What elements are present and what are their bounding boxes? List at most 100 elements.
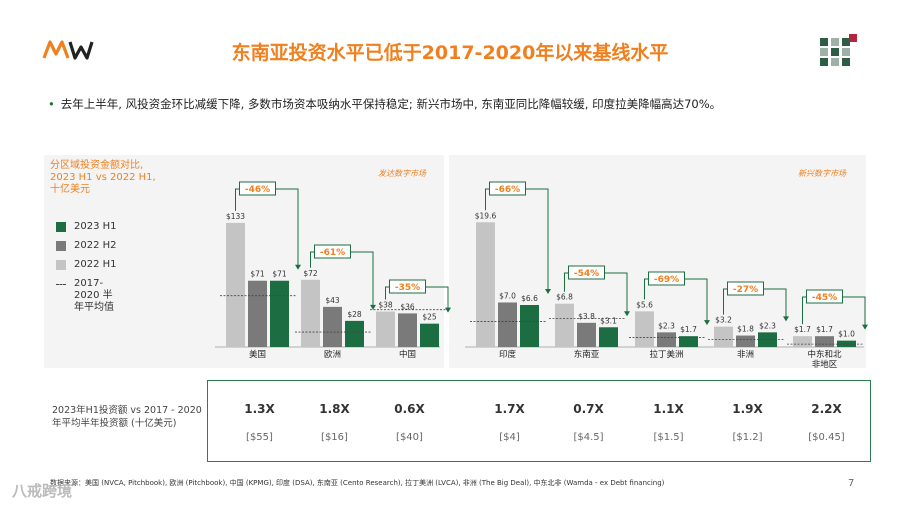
ratio-value: 0.6X [394, 402, 425, 416]
ratio-value: 1.1X [653, 402, 684, 416]
legend-label: 2022 H2 [74, 240, 117, 251]
bar-value-label: $7.0 [499, 291, 516, 300]
change-badge [239, 181, 276, 196]
ratio-value: 1.8X [319, 402, 350, 416]
legend-swatch [56, 259, 66, 270]
bar-value-label: $2.3 [759, 321, 776, 330]
bar-2023 H1 [679, 336, 698, 347]
category-label-line: 非地区 [812, 359, 838, 370]
bar-value-label: $71 [250, 270, 265, 279]
ratio-value: 1.3X [244, 402, 275, 416]
bar-value-label: $6.8 [556, 293, 573, 302]
bar-value-label: $43 [325, 296, 340, 305]
bar-2022 H1 [714, 326, 733, 347]
category-label: 欧洲 [324, 349, 341, 360]
average-value: [$1.5] [653, 432, 684, 443]
bar-2023 H1 [599, 327, 618, 347]
average-value: [$40] [396, 432, 423, 443]
source-note: 数据来源：美国 (NVCA, Pitchbook), 欧洲 (Pitchbook… [50, 479, 665, 487]
ratio-table-box [207, 380, 871, 462]
bar-value-label: $3.8 [578, 312, 595, 321]
change-label: -45% [812, 293, 837, 303]
chart: $133 $71 $71 美国 -46% $72 $43 $28 欧洲 -61% $38 $36 $25… [215, 181, 868, 370]
category-label: 东南亚 [574, 349, 600, 360]
change-badge [389, 279, 426, 294]
legend-label: 2017-2020 半年平均值 [74, 278, 114, 313]
change-arrow-head [545, 289, 551, 294]
ratio-value: 1.9X [732, 402, 763, 416]
change-badge [314, 244, 351, 259]
ratio-value: 0.7X [573, 402, 604, 416]
change-badge [568, 265, 605, 280]
bar-value-label: $133 [226, 212, 245, 221]
bar-2022 H1 [635, 311, 654, 347]
change-label: -54% [574, 269, 599, 279]
bullet-icon: • [48, 97, 55, 111]
bar-2023 H1 [420, 323, 439, 347]
bar-2022 H1 [793, 336, 812, 347]
page-number: 7 [848, 478, 855, 489]
bar-2022 H1 [226, 222, 245, 347]
bar-value-label: $19.6 [475, 211, 497, 220]
change-label: -46% [245, 185, 270, 195]
legend-label: 2022 H1 [74, 259, 117, 270]
change-label: -35% [395, 283, 420, 293]
average-value: [$16] [321, 432, 348, 443]
average-value: [$0.45] [808, 432, 845, 443]
watermark: 八戒跨境 [12, 482, 73, 500]
legend-dash [56, 284, 66, 285]
bar-value-label: $28 [347, 310, 362, 319]
category-label: 印度 [499, 349, 517, 360]
bar-2022 H2 [577, 322, 596, 347]
legend-item: 2022 H2 [56, 240, 117, 251]
bar-2022 H1 [376, 311, 395, 347]
change-badge [806, 289, 843, 304]
change-label: -69% [654, 275, 679, 285]
bar-2022 H2 [323, 306, 342, 347]
bar-value-label: $71 [272, 270, 287, 279]
bar-value-label: $1.8 [737, 325, 754, 334]
ratio-table-label: 2023年H1投资额 vs 2017 - 2020年平均半年投资额 (十亿美元) [52, 405, 202, 429]
bar-2023 H1 [345, 320, 364, 347]
bar-value-label: $38 [378, 301, 393, 310]
bar-2022 H2 [736, 335, 755, 347]
bar-2023 H1 [520, 305, 539, 347]
bar-value-label: $1.0 [838, 330, 855, 339]
change-badge [489, 181, 526, 196]
bar-2022 H2 [815, 336, 834, 347]
legend-item: 2023 H1 [56, 221, 117, 232]
change-label: -27% [733, 285, 758, 295]
bar-2022 H2 [398, 313, 417, 347]
change-label: -61% [320, 248, 345, 258]
change-arrow-head [624, 311, 630, 317]
bar-value-label: $1.7 [680, 325, 697, 334]
legend-swatch [56, 221, 66, 232]
summary-text: 去年上半年, 风投资金环比减缓下降, 多数市场资本吸纳水平保持稳定; 新兴市场中… [60, 97, 722, 111]
average-value: [$4.5] [573, 432, 604, 443]
bar-value-label: $1.7 [794, 325, 811, 334]
bar-value-label: $36 [400, 302, 415, 311]
page-title: 东南亚投资水平已低于2017-2020年以来基线水平 [231, 42, 669, 64]
bar-2022 H1 [301, 279, 320, 347]
bar-value-label: $1.7 [816, 325, 833, 334]
bar-2022 H2 [248, 280, 267, 347]
bar-2022 H1 [476, 222, 495, 347]
change-badge [648, 271, 685, 286]
legend-item: 2022 H1 [56, 259, 117, 270]
category-label-line: 中东和北 [807, 349, 842, 360]
average-value: [$4] [499, 432, 520, 443]
change-arrow-head [704, 320, 710, 326]
legend-item: 2017-2020 半年平均值 [56, 278, 122, 314]
bar-2023 H1 [270, 280, 289, 347]
bar-value-label: $3.1 [600, 316, 617, 325]
change-arrow-head [370, 304, 376, 310]
change-arrow-head [445, 307, 451, 313]
bar-2022 H1 [555, 303, 574, 347]
bar-value-label: $72 [303, 269, 318, 278]
category-label: 非洲 [737, 349, 754, 360]
change-label: -66% [495, 185, 520, 195]
bar-value-label: $25 [422, 313, 437, 322]
average-value: [$55] [246, 432, 273, 443]
emerging-panel-label: 新兴数字市场 [798, 169, 846, 178]
mw-logo [42, 40, 94, 60]
